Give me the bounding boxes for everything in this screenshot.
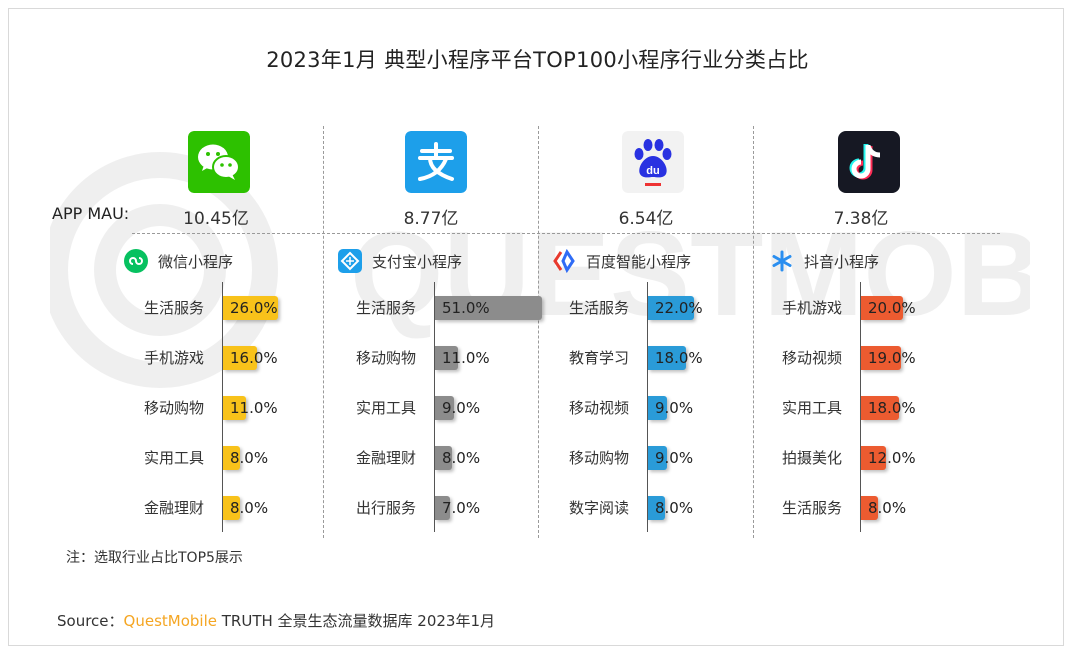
bar xyxy=(223,446,240,470)
douyin-miniprogram-icon xyxy=(770,249,794,273)
wechat-mau-value: 10.45亿 xyxy=(183,209,249,229)
bar xyxy=(223,296,278,320)
source-line: Source：QuestMobile TRUTH 全景生态流量数据库 2023年… xyxy=(57,610,495,631)
value-label: 8.0% xyxy=(230,499,269,517)
bar xyxy=(861,396,899,420)
baidu-miniprogram-name: 百度智能小程序 xyxy=(586,252,692,271)
category-label: 移动视频 xyxy=(568,399,629,417)
category-label: 教育学习 xyxy=(568,349,629,367)
chart-frame xyxy=(8,8,1064,646)
value-label: 8.0% xyxy=(442,449,481,467)
bar xyxy=(861,446,887,470)
value-label: 19.0% xyxy=(868,349,916,367)
baidu-smart-miniprogram-icon xyxy=(552,249,576,273)
value-label: 26.0% xyxy=(230,299,278,317)
value-label: 8.0% xyxy=(230,449,269,467)
baidu-icon: du xyxy=(622,131,684,193)
alipay-icon xyxy=(405,131,467,193)
alipay-miniprogram-heading: 支付宝小程序 xyxy=(338,248,462,274)
value-label: 20.0% xyxy=(868,299,916,317)
category-label: 生活服务 xyxy=(143,299,204,317)
value-label: 16.0% xyxy=(230,349,278,367)
svg-text:du: du xyxy=(646,165,659,177)
bar xyxy=(435,396,454,420)
category-label: 金融理财 xyxy=(355,449,416,467)
column-divider xyxy=(323,126,324,538)
bar xyxy=(861,296,903,320)
bar xyxy=(648,296,695,320)
bar xyxy=(648,346,686,370)
baidu-miniprogram-heading: 百度智能小程序 xyxy=(552,248,691,274)
douyin-mau-value: 7.38亿 xyxy=(833,209,889,229)
category-label: 数字阅读 xyxy=(568,499,629,517)
value-label: 22.0% xyxy=(655,299,703,317)
category-label: 金融理财 xyxy=(143,499,204,517)
source-rest: TRUTH 全景生态流量数据库 2023年1月 xyxy=(216,612,496,630)
category-label: 拍摄美化 xyxy=(781,449,842,467)
bar xyxy=(223,346,257,370)
value-label: 7.0% xyxy=(442,499,481,517)
value-label: 9.0% xyxy=(655,399,694,417)
value-label: 11.0% xyxy=(230,399,278,417)
bar xyxy=(435,496,450,520)
douyin-miniprogram-heading: 抖音小程序 xyxy=(770,248,879,274)
value-label: 18.0% xyxy=(868,399,916,417)
column-divider xyxy=(753,126,754,538)
douyin-miniprogram-name: 抖音小程序 xyxy=(804,252,880,271)
bar-axis xyxy=(222,282,223,532)
value-label: 12.0% xyxy=(868,449,916,467)
bar xyxy=(223,396,247,420)
value-label: 51.0% xyxy=(442,299,490,317)
category-label: 生活服务 xyxy=(568,299,629,317)
category-label: 手机游戏 xyxy=(781,299,842,317)
bar xyxy=(648,446,667,470)
wechat-miniprogram-heading: 微信小程序 xyxy=(124,248,233,274)
category-label: 移动视频 xyxy=(781,349,842,367)
category-label: 生活服务 xyxy=(781,499,842,517)
category-label: 移动购物 xyxy=(568,449,629,467)
value-label: 11.0% xyxy=(442,349,490,367)
bar xyxy=(861,346,901,370)
baidu-mau-value: 6.54亿 xyxy=(618,209,674,229)
douyin-icon xyxy=(838,131,900,193)
column-divider xyxy=(538,126,539,538)
value-label: 9.0% xyxy=(655,449,694,467)
bar xyxy=(861,496,878,520)
row-divider xyxy=(132,233,1000,234)
category-label: 手机游戏 xyxy=(143,349,204,367)
bar xyxy=(648,396,667,420)
source-prefix: Source： xyxy=(57,612,124,630)
bar-axis xyxy=(647,282,648,532)
bar xyxy=(435,446,452,470)
source-brand: QuestMobile xyxy=(123,612,217,630)
value-label: 18.0% xyxy=(655,349,703,367)
chart-title: 2023年1月 典型小程序平台TOP100小程序行业分类占比 xyxy=(266,48,809,72)
category-label: 出行服务 xyxy=(355,499,416,517)
value-label: 8.0% xyxy=(868,499,907,517)
value-label: 9.0% xyxy=(442,399,481,417)
alipay-miniprogram-name: 支付宝小程序 xyxy=(372,252,463,271)
bar xyxy=(648,496,665,520)
wechat-miniprogram-name: 微信小程序 xyxy=(158,252,234,271)
bar xyxy=(223,496,240,520)
category-label: 移动购物 xyxy=(355,349,416,367)
category-label: 实用工具 xyxy=(781,399,842,417)
category-label: 实用工具 xyxy=(355,399,416,417)
category-label: 移动购物 xyxy=(143,399,204,417)
wechat-miniprogram-icon xyxy=(124,249,148,273)
wechat-icon xyxy=(188,131,250,193)
bar-axis xyxy=(434,282,435,532)
category-label: 生活服务 xyxy=(355,299,416,317)
bar xyxy=(435,296,543,320)
alipay-mau-value: 8.77亿 xyxy=(403,209,459,229)
bar xyxy=(435,346,459,370)
app-mau-label: APP MAU: xyxy=(52,204,130,223)
value-label: 8.0% xyxy=(655,499,694,517)
category-label: 实用工具 xyxy=(143,449,204,467)
footnote: 注：选取行业占比TOP5展示 xyxy=(66,550,243,566)
alipay-miniprogram-icon xyxy=(338,249,362,273)
bar-axis xyxy=(860,282,861,532)
